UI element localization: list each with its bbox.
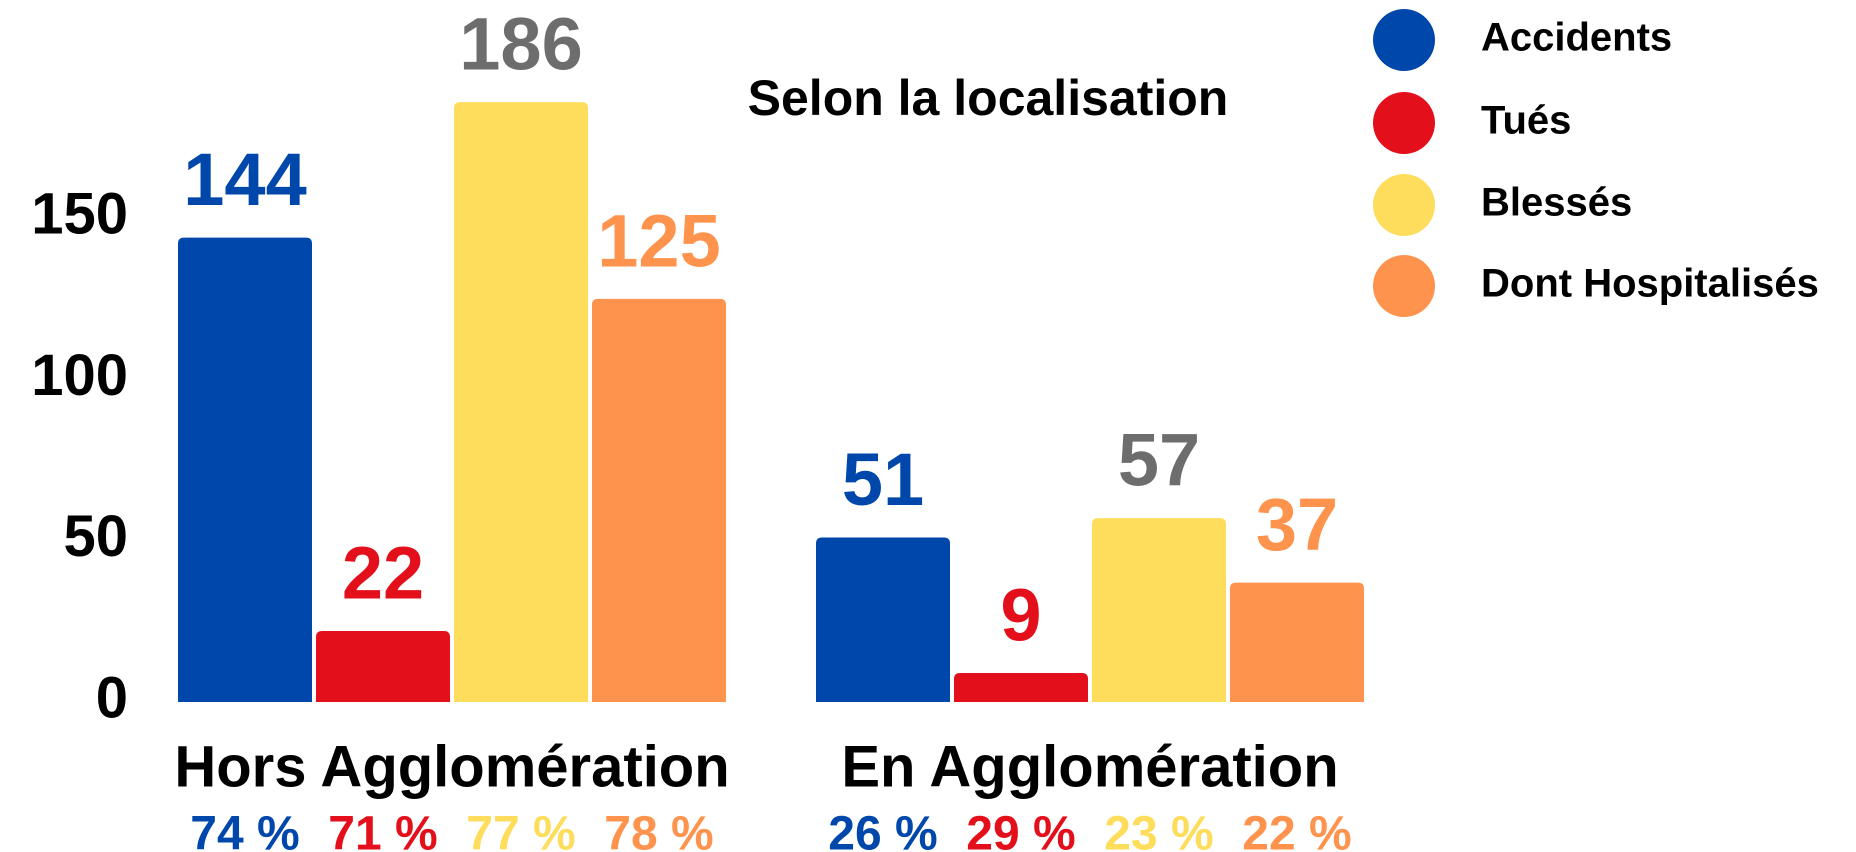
x-tick-label: En Agglomération (841, 734, 1338, 799)
legend-label: Blessés (1481, 181, 1632, 225)
bar (816, 537, 950, 702)
bar (1230, 582, 1364, 702)
y-tick-label: 100 (31, 343, 128, 408)
legend-swatch (1373, 174, 1435, 236)
bar (592, 298, 726, 702)
bar (454, 102, 588, 702)
y-tick-label: 0 (96, 665, 128, 730)
value-label: 125 (597, 199, 720, 282)
value-label: 22 (342, 532, 424, 615)
legend-swatch (1373, 9, 1435, 71)
share-label: 23 % (1104, 808, 1213, 852)
value-label: 51 (842, 438, 924, 521)
value-label: 37 (1256, 483, 1338, 566)
value-label: 144 (183, 138, 306, 221)
y-tick-label: 50 (63, 504, 128, 569)
legend-swatch (1373, 92, 1435, 154)
legend-swatch (1373, 255, 1435, 317)
legend-label: Dont Hospitalisés (1481, 262, 1819, 306)
bar (178, 237, 312, 702)
share-label: 29 % (966, 808, 1075, 852)
share-label: 26 % (828, 808, 937, 852)
bar (316, 631, 450, 702)
value-label: 57 (1118, 419, 1200, 502)
share-label: 77 % (466, 808, 575, 852)
bar (954, 672, 1088, 702)
legend-label: Accidents (1481, 16, 1672, 60)
value-label: 186 (459, 3, 582, 86)
x-tick-label: Hors Agglomération (174, 734, 729, 799)
value-label: 9 (1000, 574, 1041, 657)
share-label: 74 % (190, 808, 299, 852)
bar (1092, 518, 1226, 702)
share-label: 22 % (1242, 808, 1351, 852)
share-label: 71 % (328, 808, 437, 852)
chart-title: Selon la localisation (748, 70, 1229, 126)
share-label: 78 % (604, 808, 713, 852)
y-tick-label: 150 (31, 182, 128, 247)
legend-label: Tués (1481, 99, 1571, 143)
